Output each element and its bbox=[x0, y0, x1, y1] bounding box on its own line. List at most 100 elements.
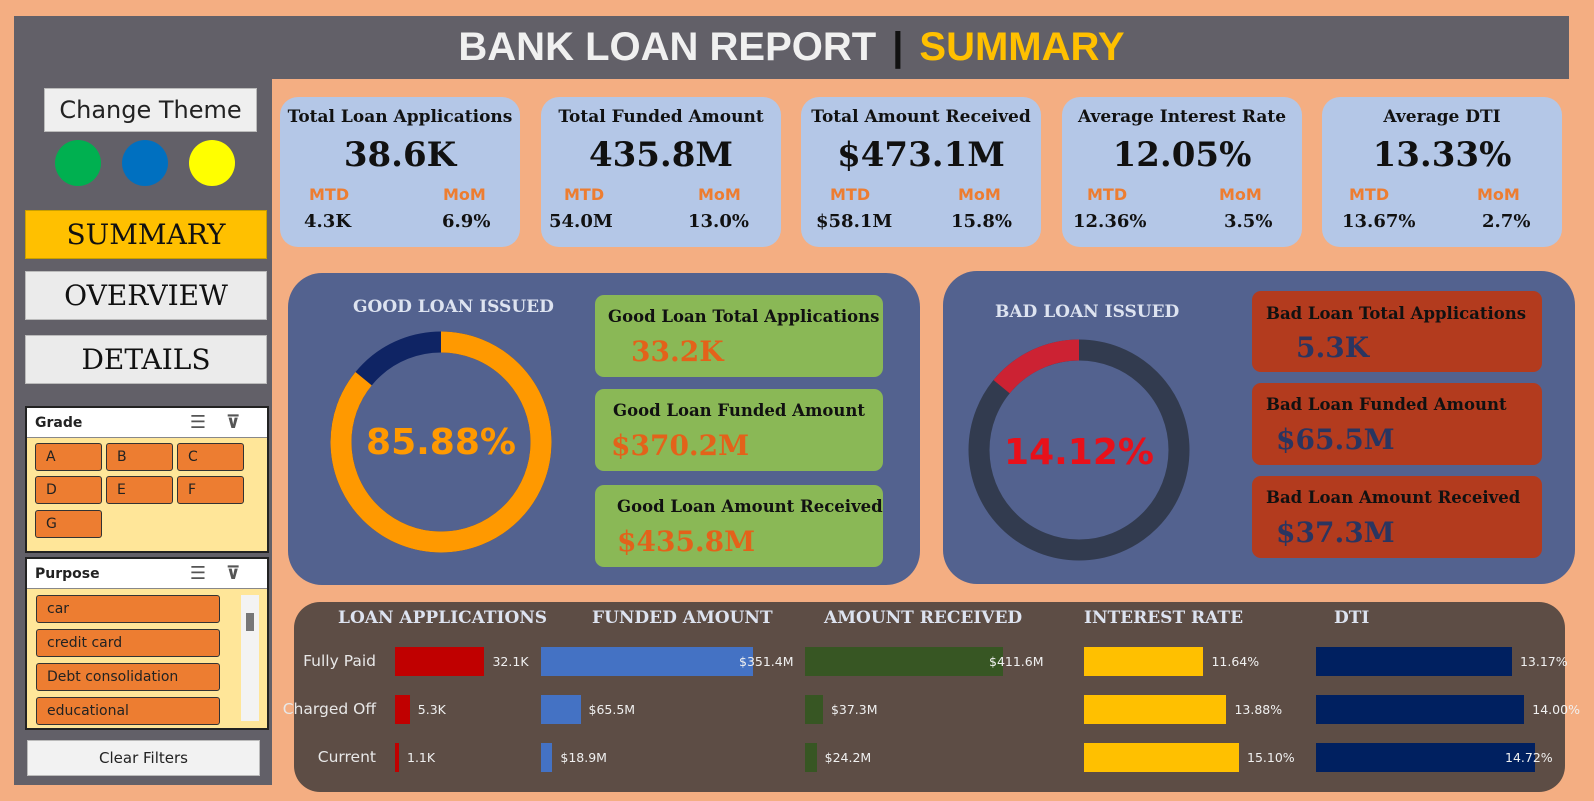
kpi-value: 435.8M bbox=[588, 135, 734, 175]
multi-select-icon[interactable]: ☰ bbox=[189, 563, 207, 584]
clear-filter-icon[interactable]: ⊽ bbox=[225, 412, 241, 433]
clear-filter-icon[interactable]: ⊽ bbox=[225, 563, 241, 584]
purpose-chip-credit-card[interactable]: credit card bbox=[36, 629, 220, 657]
kpi-value: 13.33% bbox=[1372, 135, 1512, 175]
status-bar bbox=[395, 647, 485, 676]
status-bar bbox=[395, 695, 410, 724]
bad-loan-applications-card: Bad Loan Total Applications 5.3K bbox=[1252, 291, 1542, 372]
change-theme-button[interactable]: Change Theme bbox=[44, 88, 257, 132]
grade-chip-a[interactable]: A bbox=[35, 443, 102, 471]
card-title: Bad Loan Total Applications bbox=[1266, 304, 1527, 323]
kpi-card-total-funded: Total Funded Amount 435.8M MTD MoM 54.0M… bbox=[541, 97, 781, 247]
card-title: Good Loan Amount Received bbox=[617, 497, 883, 516]
status-bar-label: $411.6M bbox=[989, 654, 1044, 669]
kpi-mom-value: 2.7% bbox=[1482, 211, 1531, 232]
status-bar bbox=[1084, 695, 1227, 724]
good-loan-title: GOOD LOAN ISSUED bbox=[353, 297, 554, 317]
status-bar-label: 13.88% bbox=[1234, 702, 1283, 717]
clear-filters-button[interactable]: Clear Filters bbox=[27, 740, 260, 776]
purpose-scrollbar[interactable] bbox=[241, 595, 259, 721]
column-header-amount-received: AMOUNT RECEIVED bbox=[824, 608, 1023, 628]
kpi-value: 12.05% bbox=[1112, 135, 1252, 175]
card-value: 33.2K bbox=[631, 335, 724, 368]
status-bar-label: 11.64% bbox=[1211, 654, 1260, 669]
column-header-funded-amount: FUNDED AMOUNT bbox=[592, 608, 773, 628]
status-bar-label: $24.2M bbox=[824, 750, 872, 765]
report-header: BANK LOAN REPORT | SUMMARY bbox=[14, 16, 1569, 79]
column-header-loan-applications: LOAN APPLICATIONS bbox=[338, 608, 548, 628]
purpose-chip-car[interactable]: car bbox=[36, 595, 220, 623]
grade-chip-c[interactable]: C bbox=[177, 443, 244, 471]
kpi-mtd-label: MTD bbox=[309, 185, 350, 204]
good-loan-received-card: Good Loan Amount Received $435.8M bbox=[595, 485, 883, 567]
card-title: Good Loan Total Applications bbox=[608, 307, 880, 326]
bad-loan-donut: 14.12% bbox=[968, 339, 1190, 561]
kpi-mtd-value: 4.3K bbox=[304, 211, 351, 232]
nav-details-button[interactable]: DETAILS bbox=[25, 335, 267, 384]
report-title: BANK LOAN REPORT bbox=[458, 25, 877, 69]
card-value: $370.2M bbox=[611, 429, 750, 462]
theme-yellow-button[interactable] bbox=[189, 140, 235, 186]
grade-chip-b[interactable]: B bbox=[106, 443, 173, 471]
kpi-mtd-label: MTD bbox=[564, 185, 605, 204]
column-header-interest-rate: INTEREST RATE bbox=[1084, 608, 1244, 628]
bad-loan-funded-card: Bad Loan Funded Amount $65.5M bbox=[1252, 383, 1542, 465]
bad-loan-received-card: Bad Loan Amount Received $37.3M bbox=[1252, 476, 1542, 558]
title-separator: | bbox=[892, 25, 904, 69]
status-bar bbox=[805, 743, 817, 772]
grade-chip-f[interactable]: F bbox=[177, 476, 244, 504]
good-loan-percent: 85.88% bbox=[366, 422, 516, 463]
kpi-mtd-value: 54.0M bbox=[549, 211, 613, 232]
theme-blue-button[interactable] bbox=[122, 140, 168, 186]
multi-select-icon[interactable]: ☰ bbox=[189, 412, 207, 433]
kpi-mom-label: MoM bbox=[958, 185, 1001, 204]
status-bar-label: 32.1K bbox=[492, 654, 529, 669]
purpose-scroll-thumb[interactable] bbox=[246, 613, 254, 631]
grade-chip-g[interactable]: G bbox=[35, 510, 102, 538]
card-value: 5.3K bbox=[1296, 331, 1370, 364]
kpi-mom-label: MoM bbox=[443, 185, 486, 204]
kpi-mtd-value: 12.36% bbox=[1073, 211, 1147, 232]
kpi-title: Average DTI bbox=[1383, 107, 1501, 127]
purpose-chip-debt-consolidation[interactable]: Debt consolidation bbox=[36, 663, 220, 691]
status-bar-label: $18.9M bbox=[560, 750, 607, 765]
good-loan-donut-arc bbox=[330, 331, 552, 553]
card-title: Bad Loan Funded Amount bbox=[1266, 395, 1507, 414]
nav-overview-button[interactable]: OVERVIEW bbox=[25, 271, 267, 320]
kpi-title: Total Funded Amount bbox=[558, 107, 764, 127]
grade-chip-e[interactable]: E bbox=[106, 476, 173, 504]
status-bar bbox=[541, 647, 753, 676]
card-value: $37.3M bbox=[1276, 516, 1395, 549]
purpose-slicer: Purpose ☰ ⊽ car credit card Debt consoli… bbox=[25, 557, 269, 730]
row-label-fully-paid: Fully Paid bbox=[303, 652, 376, 670]
nav-summary-button[interactable]: SUMMARY bbox=[25, 210, 267, 259]
loan-status-table: LOAN APPLICATIONS FUNDED AMOUNT AMOUNT R… bbox=[283, 602, 1580, 792]
status-bar-label: 15.10% bbox=[1247, 750, 1295, 765]
kpi-mom-label: MoM bbox=[698, 185, 741, 204]
status-bar-label: 13.17% bbox=[1519, 654, 1568, 669]
status-bar-label: 5.3K bbox=[417, 702, 446, 717]
status-bar-label: 1.1K bbox=[407, 750, 436, 765]
purpose-slicer-header: Purpose ☰ ⊽ bbox=[27, 559, 267, 589]
bad-loan-panel: BAD LOAN ISSUED 14.12% Bad Loan Total Ap… bbox=[943, 271, 1575, 584]
status-bar-label: 14.72% bbox=[1505, 750, 1553, 765]
bad-loan-percent: 14.12% bbox=[1004, 432, 1154, 473]
kpi-title: Total Loan Applications bbox=[287, 107, 513, 127]
good-loan-donut: 85.88% bbox=[330, 331, 552, 553]
theme-green-button[interactable] bbox=[55, 140, 101, 186]
status-bar-label: 14.00% bbox=[1532, 702, 1580, 717]
status-bar bbox=[1316, 647, 1512, 676]
good-loan-panel: GOOD LOAN ISSUED 85.88% Good Loan Total … bbox=[288, 273, 920, 585]
status-bar bbox=[805, 695, 823, 724]
kpi-value: 38.6K bbox=[343, 135, 457, 175]
purpose-chip-educational[interactable]: educational bbox=[36, 697, 220, 725]
row-label-current: Current bbox=[317, 748, 376, 766]
status-bar bbox=[1084, 647, 1204, 676]
column-header-dti: DTI bbox=[1334, 608, 1370, 628]
bad-loan-donut-arc bbox=[968, 339, 1190, 561]
status-bar bbox=[805, 647, 1003, 676]
card-value: $65.5M bbox=[1276, 423, 1395, 456]
kpi-mom-value: 13.0% bbox=[688, 211, 749, 232]
grade-chip-d[interactable]: D bbox=[35, 476, 102, 504]
status-bar bbox=[541, 743, 553, 772]
